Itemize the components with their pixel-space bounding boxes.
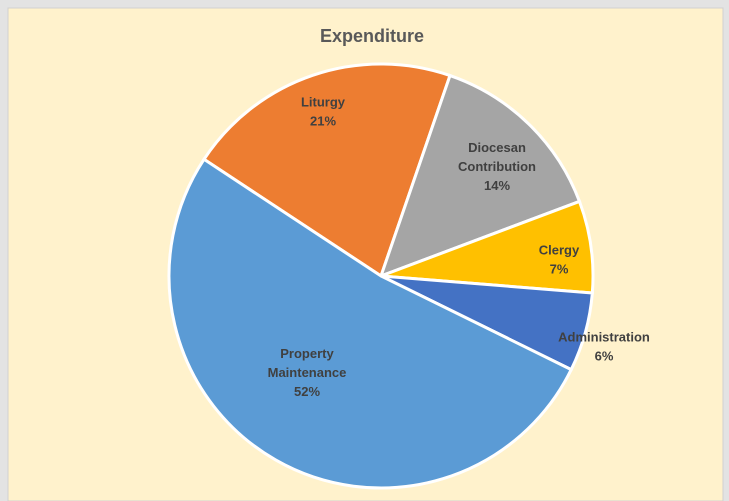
value-label: 14% xyxy=(484,178,510,193)
value-label: 52% xyxy=(294,384,320,399)
category-label: Liturgy xyxy=(301,95,346,110)
category-label: Clergy xyxy=(539,243,580,258)
value-label: 7% xyxy=(550,262,569,277)
category-label: Diocesan Contribution xyxy=(458,140,536,174)
slice-label: Property Maintenance 52% xyxy=(268,346,347,399)
category-label: Property Maintenance xyxy=(268,346,347,380)
pie-slice xyxy=(201,62,452,279)
value-label: 6% xyxy=(595,349,614,364)
pie-slice xyxy=(167,157,574,490)
pie-slice xyxy=(378,73,582,279)
slice-label: Clergy 7% xyxy=(539,243,580,277)
value-label: 21% xyxy=(310,114,336,129)
category-label: Administration xyxy=(558,330,650,345)
chart-title: Expenditure xyxy=(320,26,424,46)
slice-label: Administration 6% xyxy=(558,330,650,364)
slice-label: Liturgy 21% xyxy=(301,95,346,129)
slice-label: Diocesan Contribution 14% xyxy=(458,140,536,193)
